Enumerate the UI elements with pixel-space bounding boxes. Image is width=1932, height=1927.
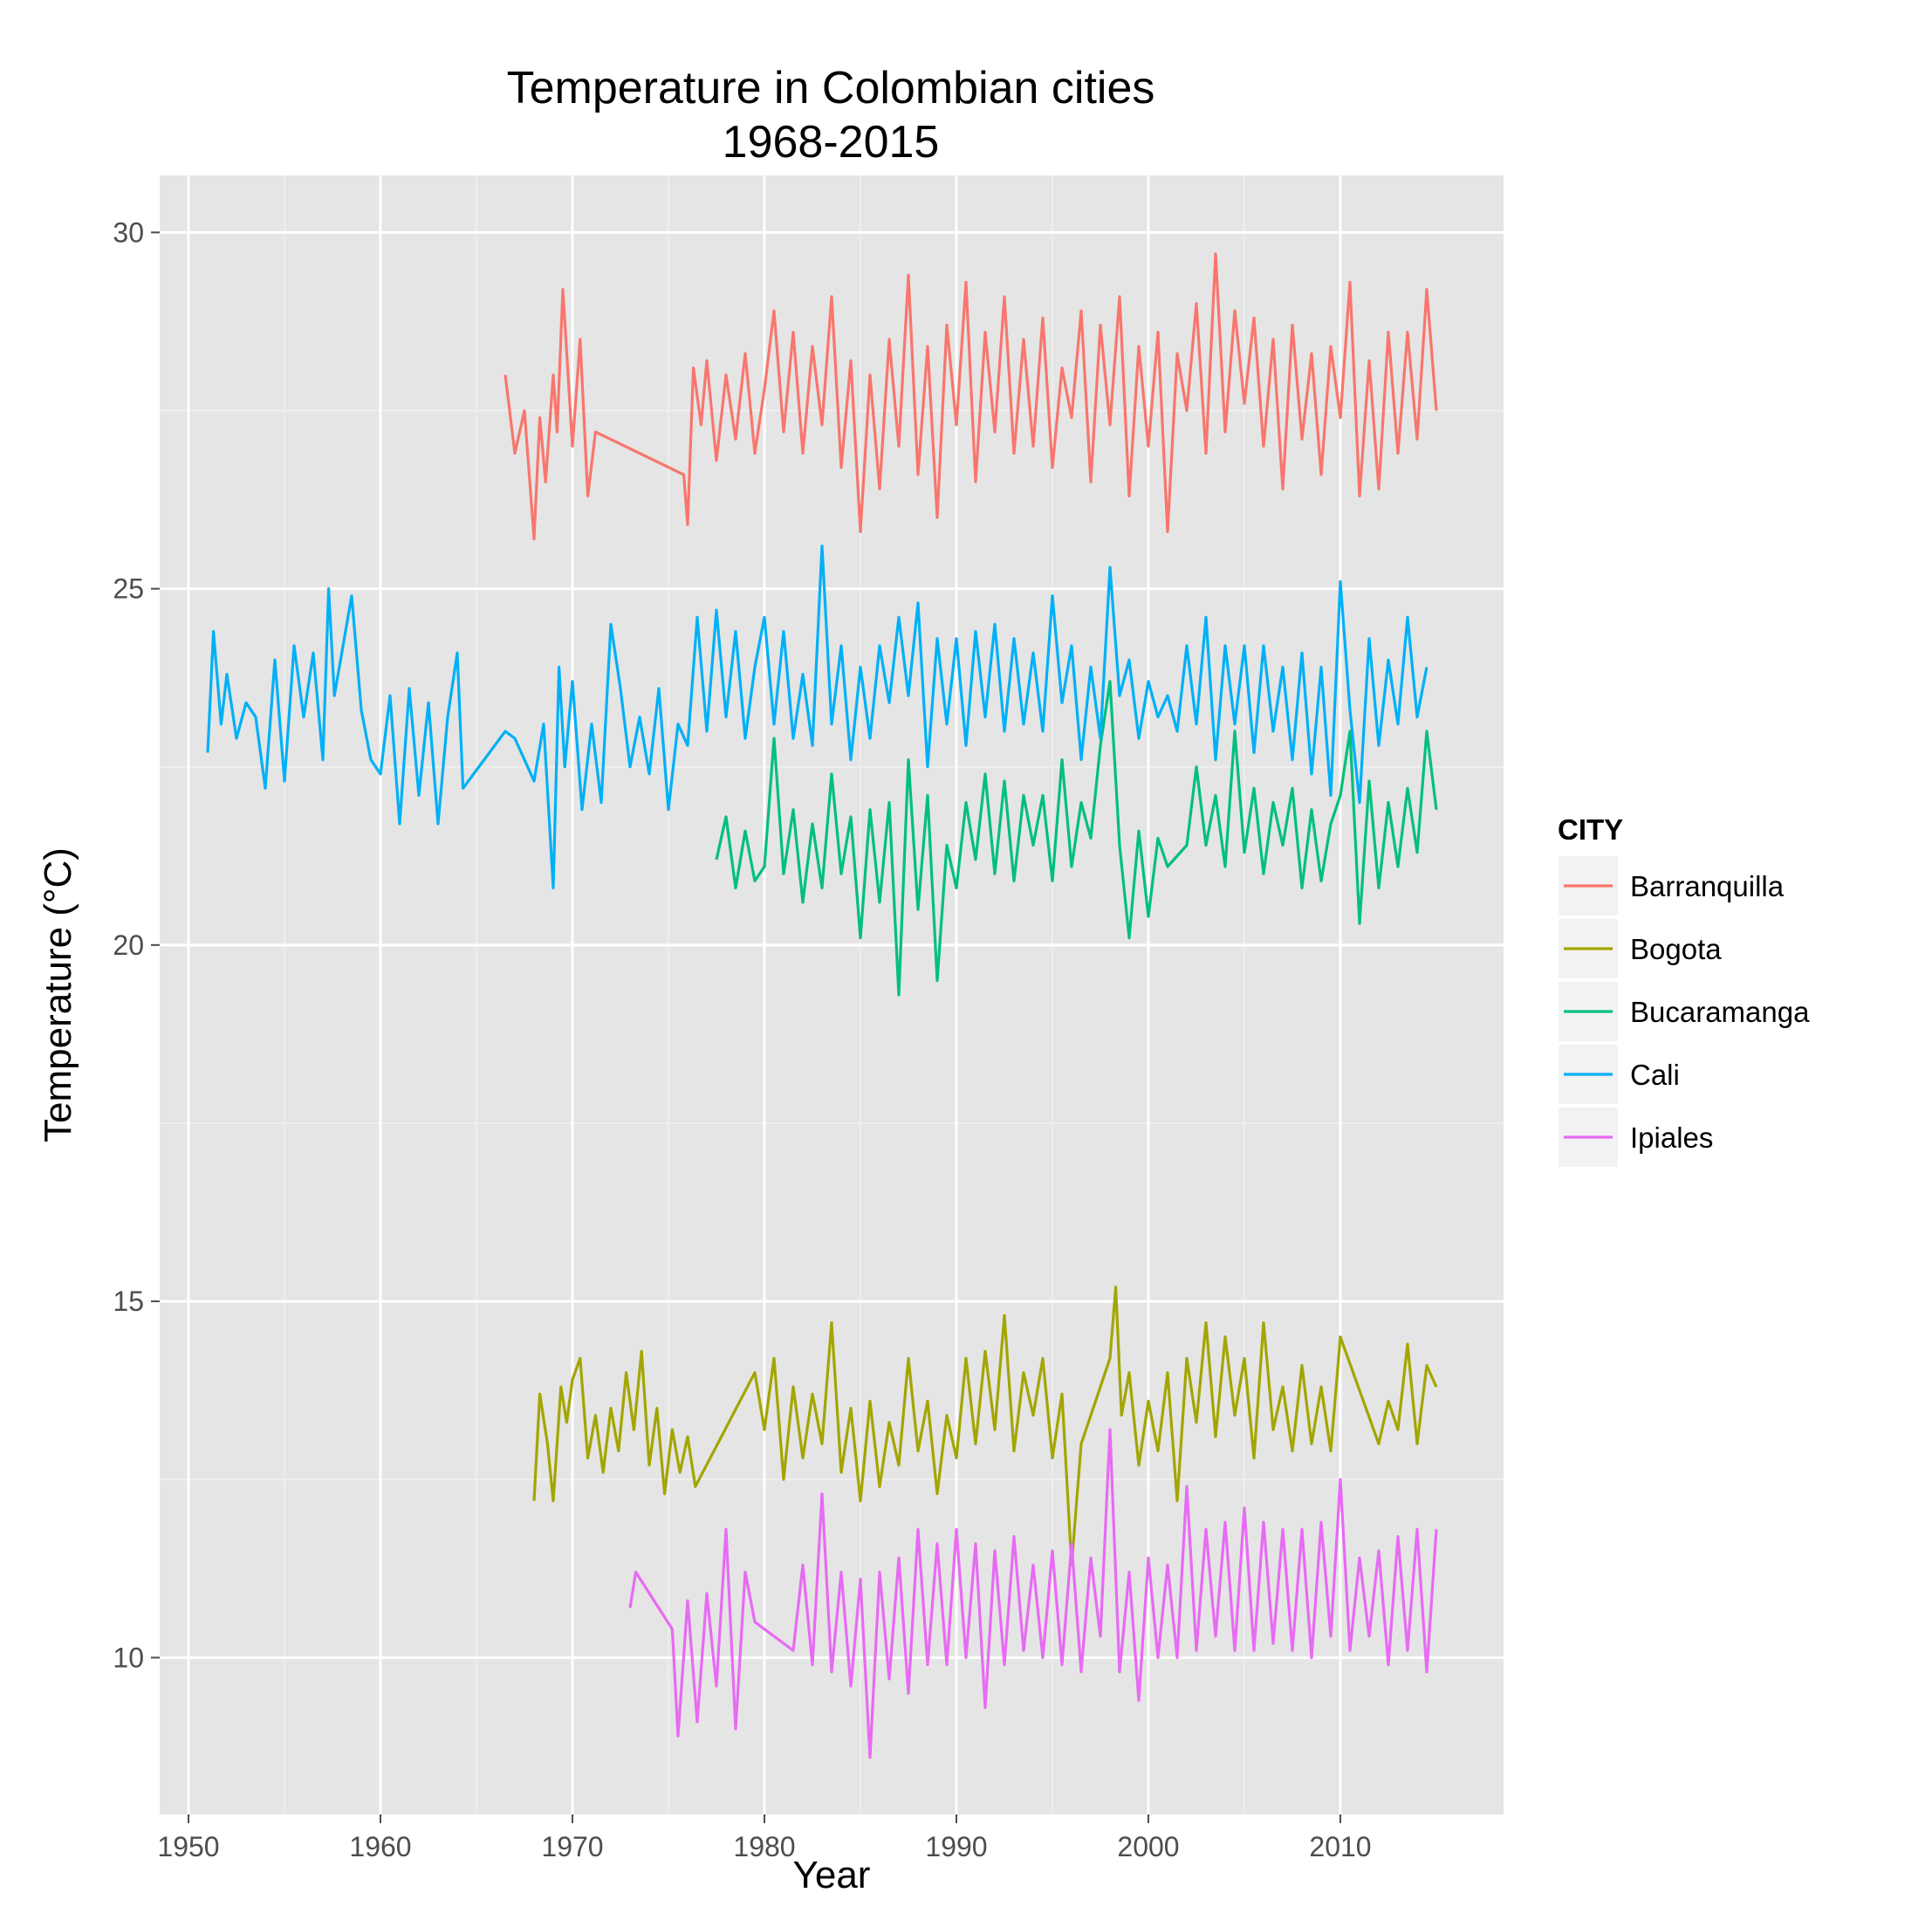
series-lines (206, 252, 1438, 1759)
legend-label: Ipiales (1630, 1121, 1713, 1154)
x-tick-label: 1980 (733, 1831, 795, 1862)
y-axis-title: Temperature (°C) (37, 847, 79, 1142)
legend-item-bucaramanga: Bucaramanga (1557, 980, 1810, 1043)
series-line-cali (206, 544, 1428, 890)
x-tick-label: 1950 (157, 1831, 219, 1862)
y-tick-label: 10 (113, 1642, 144, 1673)
x-axis: 1950 1960 1970 1980 1990 2000 2010 (157, 1814, 1372, 1862)
legend-items: Barranquilla Bogota Bucaramanga Cali Ipiales (1557, 854, 1810, 1169)
series-line-bogota (532, 1286, 1438, 1567)
x-tick-label: 2000 (1117, 1831, 1179, 1862)
plot-panel (160, 175, 1504, 1814)
legend-label: Cali (1630, 1059, 1680, 1091)
legend-item-cali: Cali (1557, 1043, 1680, 1106)
y-tick-label: 30 (113, 216, 144, 248)
chart-title-line-2: 1968-2015 (723, 117, 940, 168)
x-tick-label: 1970 (541, 1831, 603, 1862)
legend-item-ipiales: Ipiales (1557, 1106, 1713, 1169)
legend-label: Bucaramanga (1630, 996, 1810, 1028)
legend-item-barranquilla: Barranquilla (1557, 854, 1785, 917)
series-line-bucaramanga (715, 680, 1438, 997)
legend-item-bogota: Bogota (1557, 917, 1722, 980)
y-tick-label: 25 (113, 573, 144, 605)
legend-title: CITY (1558, 813, 1623, 846)
y-tick-label: 20 (113, 929, 144, 961)
legend: CITY Barranquilla Bogota Bucaramanga Cali Ip… (1557, 813, 1810, 1169)
chart-title-line-1: Temperature in Colombian cities (507, 63, 1155, 113)
x-tick-label: 1960 (349, 1831, 411, 1862)
minor-gridlines (160, 175, 1504, 1814)
x-axis-title: Year (793, 1854, 871, 1896)
y-axis: 10 15 20 25 30 (113, 216, 160, 1673)
x-tick-label: 2010 (1309, 1831, 1371, 1862)
legend-label: Bogota (1630, 933, 1722, 965)
x-tick-label: 1990 (925, 1831, 987, 1862)
legend-label: Barranquilla (1630, 870, 1785, 902)
series-line-ipiales (628, 1428, 1438, 1759)
series-line-barranquilla (504, 252, 1438, 541)
y-tick-label: 15 (113, 1286, 144, 1317)
